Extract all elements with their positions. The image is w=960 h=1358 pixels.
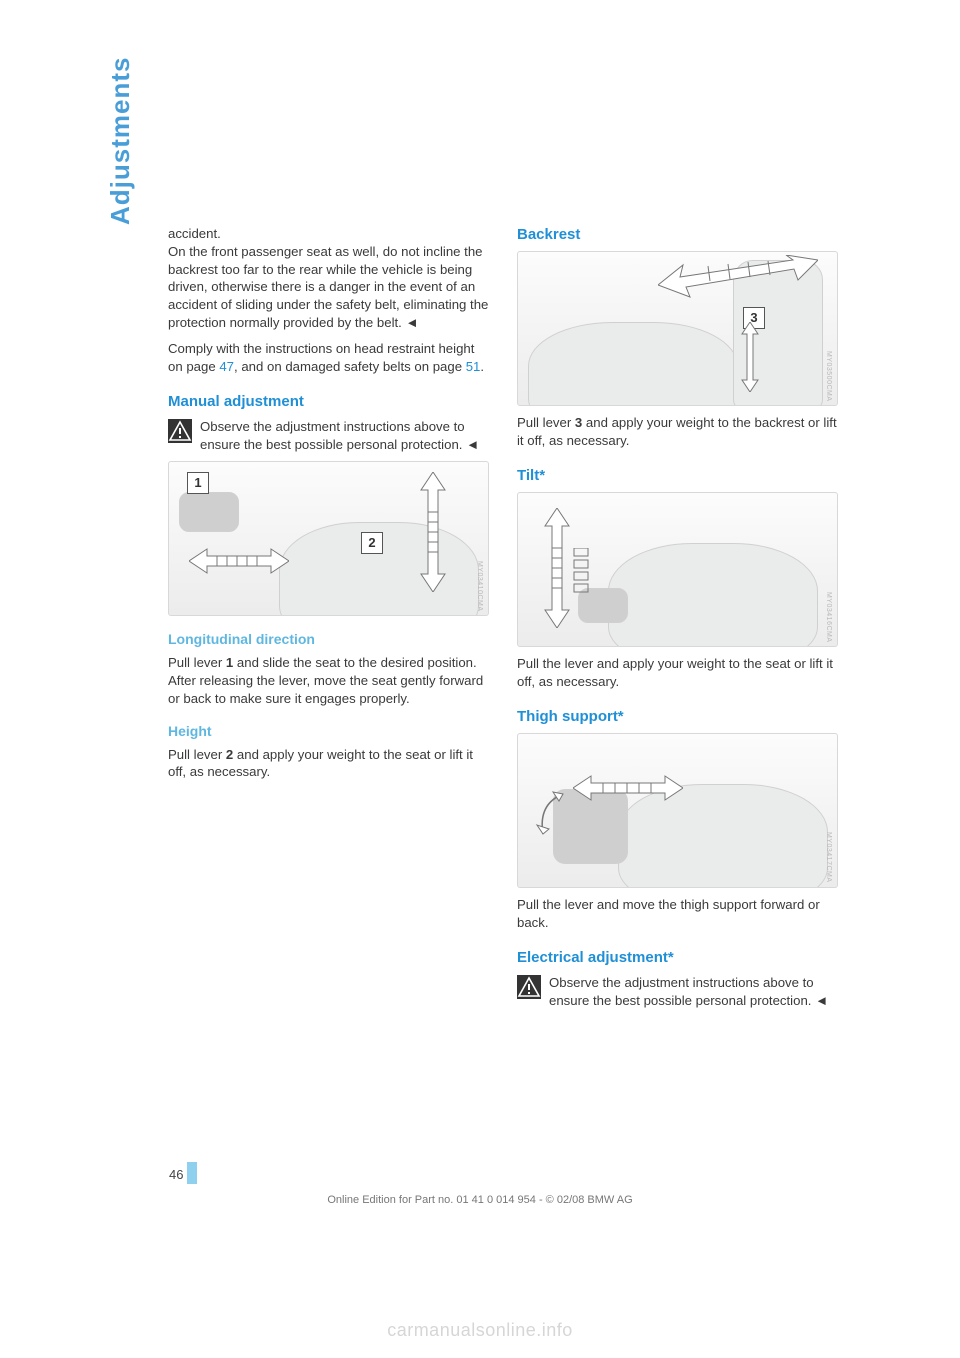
height-paragraph: Pull lever 2 and apply your weight to th… [168, 746, 489, 782]
warning-block-electrical: Observe the adjustment instructions abov… [517, 974, 838, 1010]
figure-label-2: 2 [361, 532, 383, 554]
figure-manual-adjustment: 1 2 MY03410CMA [168, 461, 489, 616]
comply-text-c: . [480, 359, 484, 374]
heading-thigh-support: Thigh support* [517, 707, 838, 727]
arrow-horizontal-icon [189, 547, 289, 575]
page-number-block: 46 [169, 1162, 197, 1184]
longitudinal-paragraph: Pull lever 1 and slide the seat to the d… [168, 654, 489, 707]
section-tab: Adjustments [105, 57, 136, 225]
height-text-a: Pull lever [168, 747, 226, 762]
figure-code: MY03416CMA [824, 592, 833, 643]
figure-code: MY03410CMA [475, 561, 484, 612]
warning-text: Observe the adjustment instructions abov… [200, 418, 489, 454]
right-column: Backrest 3 MY03500CMA Pull lever 3 and a… [517, 225, 838, 1018]
heading-backrest: Backrest [517, 225, 838, 245]
warning-icon [168, 419, 192, 443]
comply-paragraph: Comply with the instructions on head res… [168, 340, 489, 376]
arrow-horizontal-icon [573, 774, 683, 802]
warning-text: Observe the adjustment instructions abov… [549, 974, 838, 1010]
heading-electrical-adjustment: Electrical adjustment* [517, 948, 838, 968]
figure-thigh-support: MY03417CMA [517, 733, 838, 888]
long-text-c: and slide the seat to the desired positi… [233, 655, 476, 670]
left-column: accident. On the front passenger seat as… [168, 225, 489, 1018]
figure-label-1: 1 [187, 472, 209, 494]
page-link-47[interactable]: 47 [219, 359, 234, 374]
figure-code: MY03417CMA [824, 832, 833, 883]
warning-block: Observe the adjustment instructions abov… [168, 418, 489, 454]
end-marker-icon: ◄ [406, 315, 419, 330]
arrow-vertical-small-icon [740, 322, 760, 392]
intro-line1: accident. [168, 226, 221, 241]
arrow-vertical-icon [419, 472, 447, 592]
page-content: accident. On the front passenger seat as… [168, 225, 838, 1018]
arrow-vertical-icon [543, 508, 571, 628]
figure-tilt: MY03416CMA [517, 492, 838, 647]
footer-watermark: carmanualsonline.info [0, 1320, 960, 1341]
thigh-paragraph: Pull the lever and move the thigh suppor… [517, 896, 838, 932]
arrow-curved-icon [533, 789, 568, 839]
end-marker-icon: ◄ [466, 437, 479, 452]
long-text-2: After releasing the lever, move the seat… [168, 673, 483, 706]
page-link-51[interactable]: 51 [466, 359, 481, 374]
warning-text-body: Observe the adjustment instructions abov… [200, 419, 465, 452]
intro-paragraph: accident. On the front passenger seat as… [168, 225, 489, 332]
backrest-text-a: Pull lever [517, 415, 575, 430]
intro-line2: On the front passenger seat as well, do … [168, 244, 488, 330]
heading-tilt: Tilt* [517, 466, 838, 486]
figure-backrest: 3 MY03500CMA [517, 251, 838, 406]
warning-text-body: Observe the adjustment instructions abov… [549, 975, 814, 1008]
tilt-paragraph: Pull the lever and apply your weight to … [517, 655, 838, 691]
comply-text-b: , and on damaged safety belts on page [234, 359, 466, 374]
scale-indicator-icon [570, 548, 595, 623]
backrest-paragraph: Pull lever 3 and apply your weight to th… [517, 414, 838, 450]
warning-icon [517, 975, 541, 999]
arrow-tilt-icon [658, 255, 818, 305]
end-marker-icon: ◄ [815, 993, 828, 1008]
heading-height: Height [168, 722, 489, 741]
footer-edition: Online Edition for Part no. 01 41 0 014 … [0, 1194, 960, 1206]
heading-manual-adjustment: Manual adjustment [168, 392, 489, 412]
figure-code: MY03500CMA [824, 351, 833, 402]
page-number: 46 [169, 1167, 187, 1184]
page-number-bar [187, 1162, 197, 1184]
long-text-a: Pull lever [168, 655, 226, 670]
heading-longitudinal: Longitudinal direction [168, 630, 489, 649]
